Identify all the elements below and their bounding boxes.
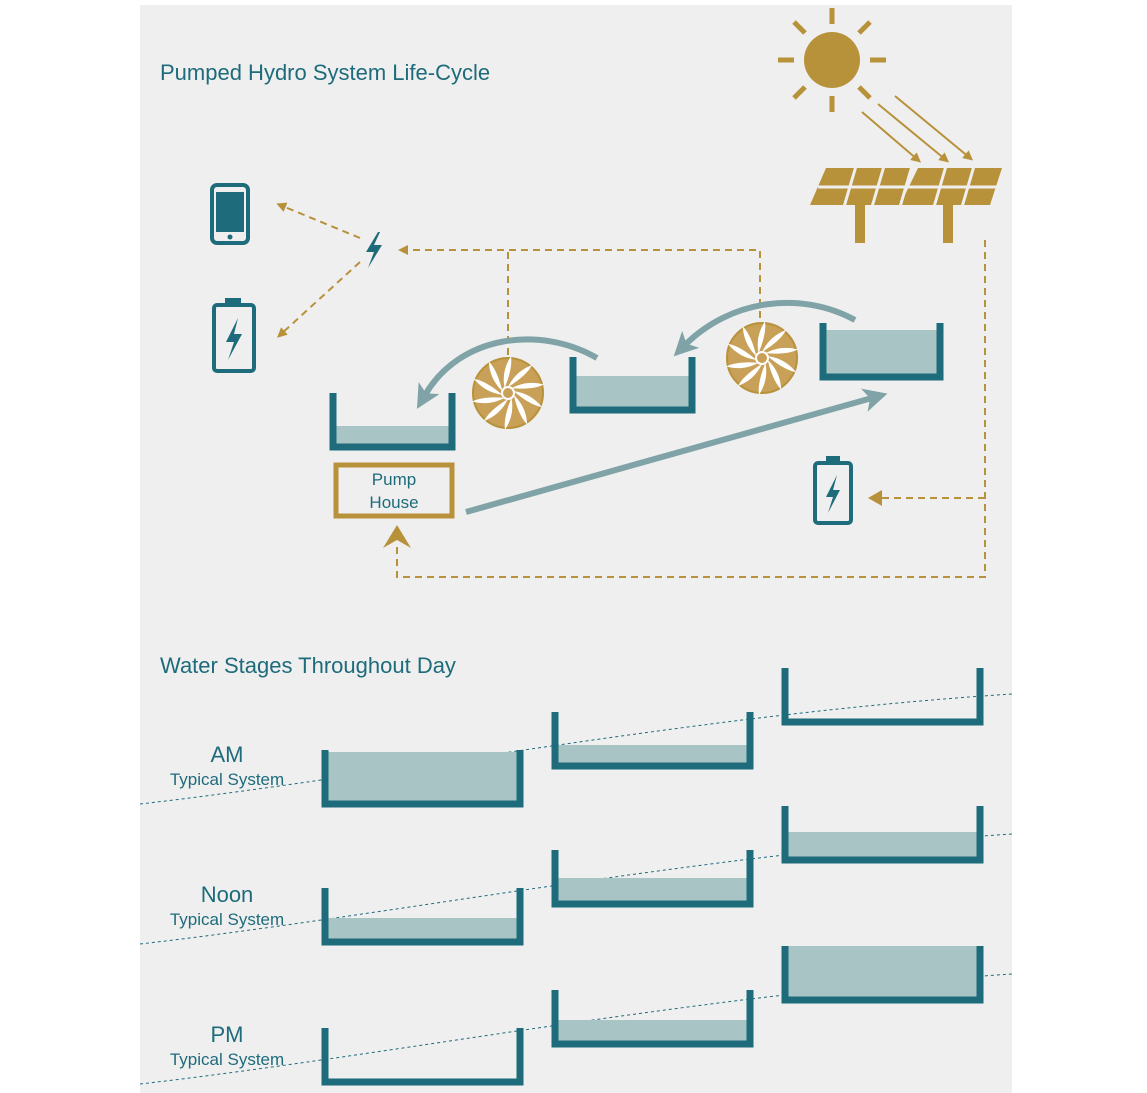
sun: [778, 8, 886, 112]
stages-title: Water Stages Throughout Day: [160, 653, 456, 678]
turbine-blade: [727, 343, 757, 360]
tank: [781, 946, 984, 1004]
tank: [321, 1028, 524, 1086]
tank: [551, 712, 754, 770]
turbine-blade: [726, 362, 759, 369]
stage-caption: Typical System: [170, 1050, 284, 1069]
reservoir: [819, 323, 944, 381]
turbine-blade: [472, 397, 505, 404]
arrowhead: [383, 525, 411, 548]
stage-label: AM: [211, 742, 244, 767]
turbine-blade: [738, 364, 762, 386]
panel-grid: [818, 165, 1000, 208]
turbine-blade: [742, 326, 757, 357]
pump-house-label: House: [369, 493, 418, 512]
turbine-hub: [501, 386, 515, 400]
water: [558, 1020, 747, 1041]
tank: [321, 750, 524, 808]
water: [558, 745, 747, 763]
stage-caption: Typical System: [170, 910, 284, 929]
tank: [551, 990, 754, 1048]
tank: [321, 888, 524, 946]
turbine-blade: [513, 391, 543, 408]
flow-arrow: [416, 336, 599, 409]
bolt: [366, 232, 382, 268]
stage-label: Noon: [201, 882, 254, 907]
energy-line: [396, 240, 986, 578]
turbine-blade: [762, 330, 786, 352]
tank: [781, 806, 984, 864]
turbine-blade: [484, 399, 508, 421]
water: [328, 918, 517, 939]
tank: [781, 668, 984, 726]
flow-arrow: [673, 299, 857, 357]
flow-arrow: [465, 388, 888, 515]
turbine-blade: [488, 361, 503, 392]
sun-rays: [861, 95, 974, 163]
energy-line: [276, 202, 361, 239]
turbine-blade: [508, 365, 532, 387]
turbine: [472, 356, 544, 430]
energy-line: [277, 261, 361, 338]
turbine-blade: [758, 362, 767, 395]
turbine-blade: [767, 359, 782, 390]
water: [558, 878, 747, 901]
phone: [210, 183, 250, 245]
stages: AM Typical System Noon Typical System PM Typi…: [139, 668, 1013, 1086]
battery: [813, 456, 853, 525]
pump-house: [333, 462, 455, 519]
water: [788, 832, 977, 857]
water: [788, 946, 977, 997]
tank: [551, 850, 754, 908]
turbine-blade: [504, 397, 513, 430]
turbine-hub: [755, 351, 769, 365]
battery: [212, 298, 256, 373]
energy-line: [398, 245, 761, 318]
pump-house-label: Pump: [372, 470, 416, 489]
water: [328, 752, 517, 801]
turbine-blade: [765, 347, 798, 354]
turbine-blade: [511, 382, 544, 389]
reservoir: [569, 357, 696, 414]
turbine-blade: [767, 356, 797, 373]
turbine-blade: [473, 378, 503, 395]
turbine-blade: [513, 394, 528, 425]
turbine: [726, 321, 798, 395]
turbine-blade: [757, 321, 766, 354]
reservoir: [329, 393, 456, 451]
title: Pumped Hydro System Life-Cycle: [160, 60, 490, 85]
stage-label: PM: [211, 1022, 244, 1047]
arrowhead: [868, 490, 882, 506]
turbine-blade: [503, 356, 512, 389]
stage-caption: Typical System: [170, 770, 284, 789]
